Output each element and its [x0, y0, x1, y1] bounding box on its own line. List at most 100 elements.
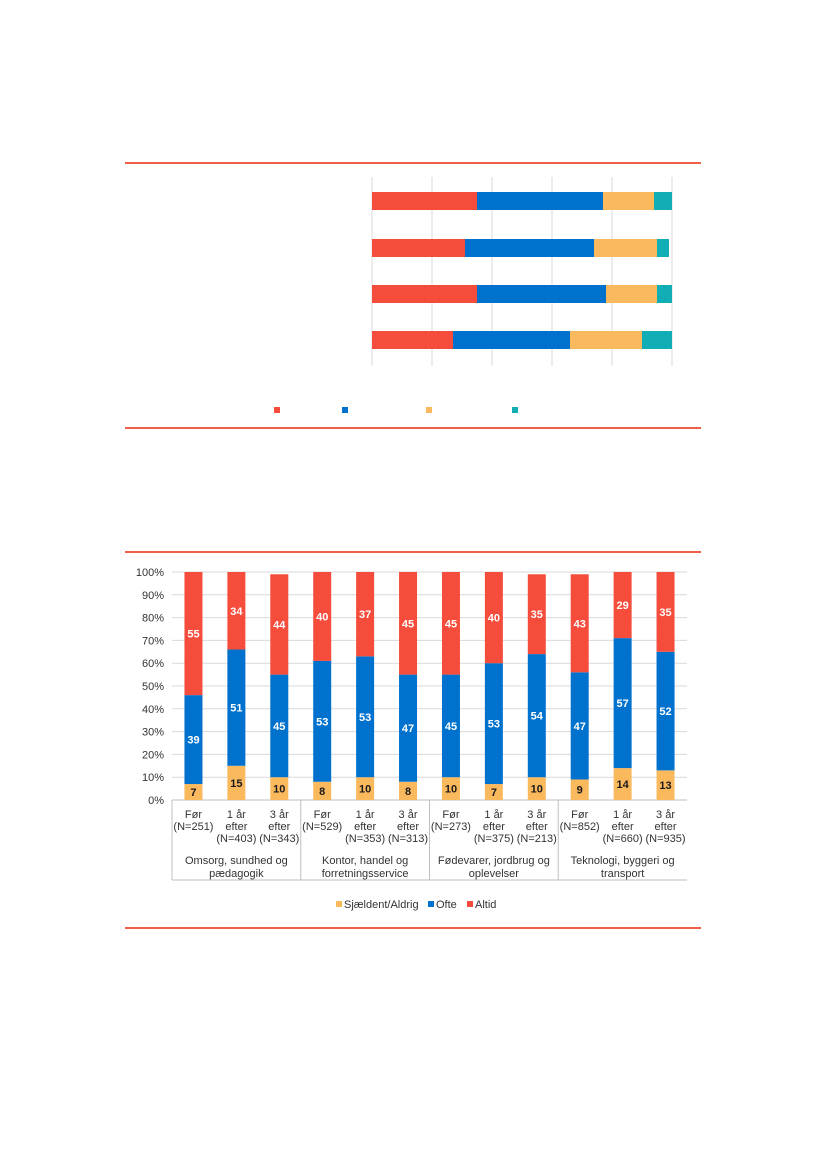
- category-label: (N=251): [173, 821, 213, 833]
- top-rule-2: [125, 551, 701, 553]
- bar-segment: [570, 779, 589, 800]
- category-label: (N=935): [646, 833, 686, 845]
- legend-label: Sjældent/Aldrig: [344, 899, 419, 911]
- data-label: 47: [402, 723, 414, 735]
- bar-segment: [399, 572, 418, 675]
- data-label: 35: [531, 609, 543, 621]
- category-label: (N=353): [345, 833, 385, 845]
- data-label: 34: [230, 606, 243, 618]
- category-label: (N=313): [388, 833, 428, 845]
- legend-marker: [336, 901, 342, 907]
- data-label: 35: [659, 607, 671, 619]
- bottom-rule-2: [125, 927, 701, 929]
- y-tick-label: 80%: [142, 613, 164, 625]
- category-label: (N=375): [474, 833, 514, 845]
- data-label: 10: [359, 784, 371, 796]
- bar-segment: [654, 192, 672, 210]
- legend-marker: [342, 407, 348, 413]
- bottom-rule-1: [125, 427, 701, 429]
- bar-segment: [227, 765, 246, 800]
- top-rule-1: [125, 162, 701, 164]
- category-label: efter: [526, 821, 548, 833]
- y-tick-label: 90%: [142, 590, 164, 602]
- category-label: (N=343): [259, 833, 299, 845]
- bar-segment: [657, 285, 672, 303]
- data-label: 10: [445, 784, 457, 796]
- category-label: Før: [185, 809, 202, 821]
- group-label: pædagogik: [209, 868, 264, 880]
- bar-segment: [657, 239, 669, 257]
- bar-segment: [184, 695, 203, 785]
- bar-segment: [570, 672, 589, 780]
- category-label: (N=403): [216, 833, 256, 845]
- data-label: 10: [273, 784, 285, 796]
- bar-segment: [477, 285, 606, 303]
- data-label: 40: [316, 611, 328, 623]
- data-label: 13: [659, 780, 671, 792]
- data-label: 7: [190, 787, 196, 799]
- category-label: (N=529): [302, 821, 342, 833]
- group-label: Teknologi, byggeri og: [571, 855, 675, 867]
- data-label: 53: [316, 716, 328, 728]
- bar-segment: [656, 651, 675, 771]
- y-tick-label: 0%: [148, 795, 164, 807]
- bar-segment: [527, 654, 546, 778]
- group-label: transport: [601, 868, 644, 880]
- bar-segment: [399, 781, 418, 800]
- data-label: 52: [659, 706, 671, 718]
- y-tick-label: 30%: [142, 727, 164, 739]
- bar-segment: [465, 239, 594, 257]
- category-label: 3 år: [270, 809, 289, 821]
- category-label: (N=852): [560, 821, 600, 833]
- category-label: (N=660): [603, 833, 643, 845]
- bar-segment: [372, 192, 477, 210]
- data-label: 29: [617, 600, 629, 612]
- bar-segment: [399, 674, 418, 782]
- data-label: 40: [488, 613, 500, 625]
- bar-segment: [372, 331, 453, 349]
- data-label: 9: [577, 785, 583, 797]
- category-label: Før: [571, 809, 588, 821]
- category-label: efter: [483, 821, 505, 833]
- group-label: Kontor, handel og: [322, 855, 408, 867]
- category-label: 3 år: [656, 809, 675, 821]
- data-label: 47: [574, 721, 586, 733]
- legend-marker: [512, 407, 518, 413]
- bar-segment: [270, 777, 289, 800]
- legend-marker: [426, 407, 432, 413]
- category-label: (N=213): [517, 833, 557, 845]
- data-label: 44: [273, 619, 286, 631]
- bar-segment: [227, 649, 246, 766]
- data-label: 7: [491, 787, 497, 799]
- category-label: efter: [397, 821, 419, 833]
- legend-marker: [428, 901, 434, 907]
- y-tick-label: 60%: [142, 658, 164, 670]
- data-label: 54: [531, 711, 544, 723]
- category-label: 1 år: [227, 809, 246, 821]
- bar-segment: [606, 285, 657, 303]
- data-label: 8: [319, 786, 325, 798]
- category-label: (N=273): [431, 821, 471, 833]
- bar-segment: [527, 574, 546, 655]
- bar-segment: [613, 768, 632, 800]
- group-label: forretningsservice: [322, 868, 409, 880]
- bar-segment: [613, 572, 632, 639]
- bar-segment: [441, 777, 460, 800]
- bar-segment: [441, 674, 460, 778]
- legend-label: Ofte: [436, 899, 457, 911]
- bar-segment: [656, 572, 675, 652]
- data-label: 45: [402, 618, 414, 630]
- data-label: 55: [187, 629, 199, 641]
- bar-segment: [594, 239, 657, 257]
- data-label: 10: [531, 784, 543, 796]
- bar-segment: [453, 331, 570, 349]
- bar-segment: [527, 777, 546, 800]
- bar-segment: [356, 656, 375, 778]
- bar-segment: [270, 574, 289, 675]
- category-label: Før: [314, 809, 331, 821]
- bar-segment: [227, 572, 246, 650]
- data-label: 37: [359, 609, 371, 621]
- legend-marker: [467, 901, 473, 907]
- bar-segment: [613, 638, 632, 769]
